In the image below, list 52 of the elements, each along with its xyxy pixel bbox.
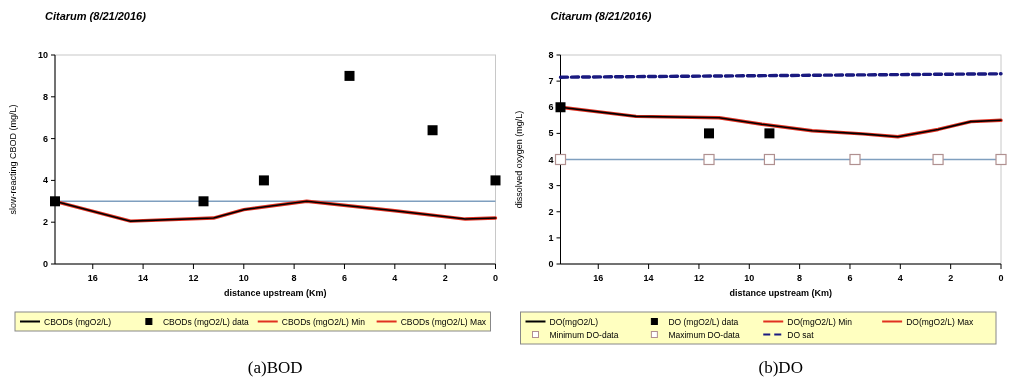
y-axis-title: slow-reacting CBOD (mg/L) [8,104,18,215]
y-tick-label: 10 [37,50,48,60]
x-tick-label: 6 [847,273,853,283]
y-tick-label: 2 [42,217,48,228]
text: (a)BOD [247,358,303,377]
x-tick-label: 6 [341,273,347,283]
x-axis-title: distance upstream (Km) [223,288,327,298]
x-tick-label: 4 [392,273,398,283]
legend-label: DO sat [787,329,815,340]
legend-label: DO(mgO2/L) Min [787,316,853,327]
y-tick-label: 3 [548,180,554,191]
x-tick-label: 8 [797,273,803,283]
x-tick-label: 14 [138,273,149,283]
y-tick-label: 8 [548,50,554,60]
y-tick-label: 0 [42,259,48,269]
x-tick-label: 4 [897,273,903,283]
x-tick-label: 12 [188,273,199,283]
y-axis-title: dissolved oxygen (mg/L) [513,110,524,209]
y-tick-label: 2 [548,206,554,217]
legend-label: DO(mgO2/L) Max [906,316,974,327]
x-tick-label: 0 [998,273,1004,283]
chart-title: Citarum (8/21/2016) [550,10,652,22]
x-tick-label: 16 [593,273,604,283]
legend-label: Maximum DO-data [668,329,740,340]
legend-label: DO(mgO2/L) [549,316,599,327]
y-tick-label: 8 [42,91,48,102]
x-tick-label: 2 [948,273,954,283]
y-tick-label: 6 [42,133,48,144]
x-tick-label: 10 [238,273,249,283]
chart-title: Citarum (8/21/2016) [45,10,147,22]
legend-label: Minimum DO-data [549,329,619,340]
y-tick-label: 5 [548,128,554,139]
legend-label: CBODs (mgO2/L) Max [400,316,487,327]
y-tick-label: 6 [548,102,554,113]
x-tick-label: 12 [693,273,704,283]
y-tick-label: 1 [548,232,554,243]
legend-label: CBODs (mgO2/L) data [162,316,250,327]
text: (b)DO [758,358,803,377]
y-tick-label: 4 [42,175,48,186]
y-tick-label: 0 [548,259,554,269]
y-tick-label: 4 [548,154,554,165]
x-axis-title: distance upstream (Km) [729,288,833,298]
legend-label: CBODs (mgO2/L) Min [281,316,366,327]
x-tick-label: 10 [744,273,755,283]
y-tick-label: 7 [548,76,554,87]
legend-label: CBODs (mgO2/L) [44,316,112,327]
legend-label: DO (mgO2/L) data [668,316,739,327]
x-tick-label: 14 [643,273,654,283]
x-tick-label: 8 [291,273,297,283]
x-tick-label: 0 [492,273,499,283]
x-tick-label: 16 [87,273,98,283]
x-tick-label: 2 [442,273,448,283]
